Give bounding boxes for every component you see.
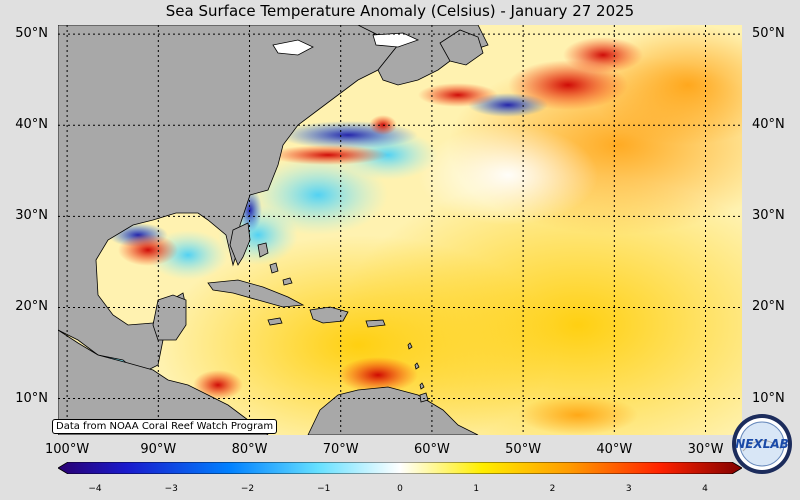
lon-label: 40°W xyxy=(596,442,633,457)
colorbar xyxy=(58,462,742,474)
lat-label-left: 40°N xyxy=(15,117,48,133)
bahamas-land xyxy=(257,242,269,258)
colorbar-tick-label: 2 xyxy=(549,484,556,494)
lat-label-right: 10°N xyxy=(752,390,785,406)
map-title: Sea Surface Temperature Anomaly (Celsius… xyxy=(165,2,635,20)
graticule xyxy=(58,25,742,435)
colorbar-tick-label: 0 xyxy=(397,484,403,494)
colorbar-tick-label: 3 xyxy=(625,484,632,494)
central-america-land xyxy=(58,329,269,435)
lon-label: 100°W xyxy=(45,442,90,457)
lat-label-right: 40°N xyxy=(752,117,785,133)
lesser-antilles-land xyxy=(407,342,413,350)
data-credit-label: Data from NOAA Coral Reef Watch Program xyxy=(52,419,278,434)
land-masses xyxy=(58,25,489,435)
lat-label-left: 10°N xyxy=(15,390,48,406)
lon-label: 30°W xyxy=(687,442,724,457)
florida-land xyxy=(229,222,251,266)
anomaly-field xyxy=(78,25,742,435)
lon-label: 50°W xyxy=(505,442,542,457)
lon-label: 80°W xyxy=(231,442,268,457)
lat-label-right: 30°N xyxy=(752,208,785,224)
nexlab-logo: NEXLAB xyxy=(732,414,792,474)
puerto-rico-land xyxy=(365,319,386,328)
newfoundland-land xyxy=(439,29,484,66)
colorbar-tick-label: −2 xyxy=(240,484,255,494)
colorbar-tick-label: −3 xyxy=(164,484,178,494)
map-svg xyxy=(58,25,742,435)
jamaica-land xyxy=(267,317,283,326)
lat-label-right: 50°N xyxy=(752,26,785,42)
south-america-land xyxy=(307,386,479,435)
colorbar-tick-label: 1 xyxy=(473,484,480,494)
lon-label: 90°W xyxy=(140,442,177,457)
lat-label-left: 50°N xyxy=(15,26,48,42)
great-lakes xyxy=(272,39,314,56)
lat-label-right: 20°N xyxy=(752,299,785,315)
north-america-land xyxy=(58,25,399,374)
cuba-land xyxy=(207,279,305,308)
lat-label-left: 20°N xyxy=(15,299,48,315)
lon-label: 70°W xyxy=(322,442,359,457)
colorbar-tick-label: 4 xyxy=(702,484,708,494)
lon-label: 60°W xyxy=(413,442,450,457)
yucatan-land xyxy=(152,294,187,341)
logo-text: NEXLAB xyxy=(735,437,789,451)
colorbar-tick-label: −4 xyxy=(88,484,102,494)
lat-label-left: 30°N xyxy=(15,208,48,224)
sst-anomaly-map xyxy=(58,25,742,435)
colorbar-tick-label: −1 xyxy=(317,484,331,494)
